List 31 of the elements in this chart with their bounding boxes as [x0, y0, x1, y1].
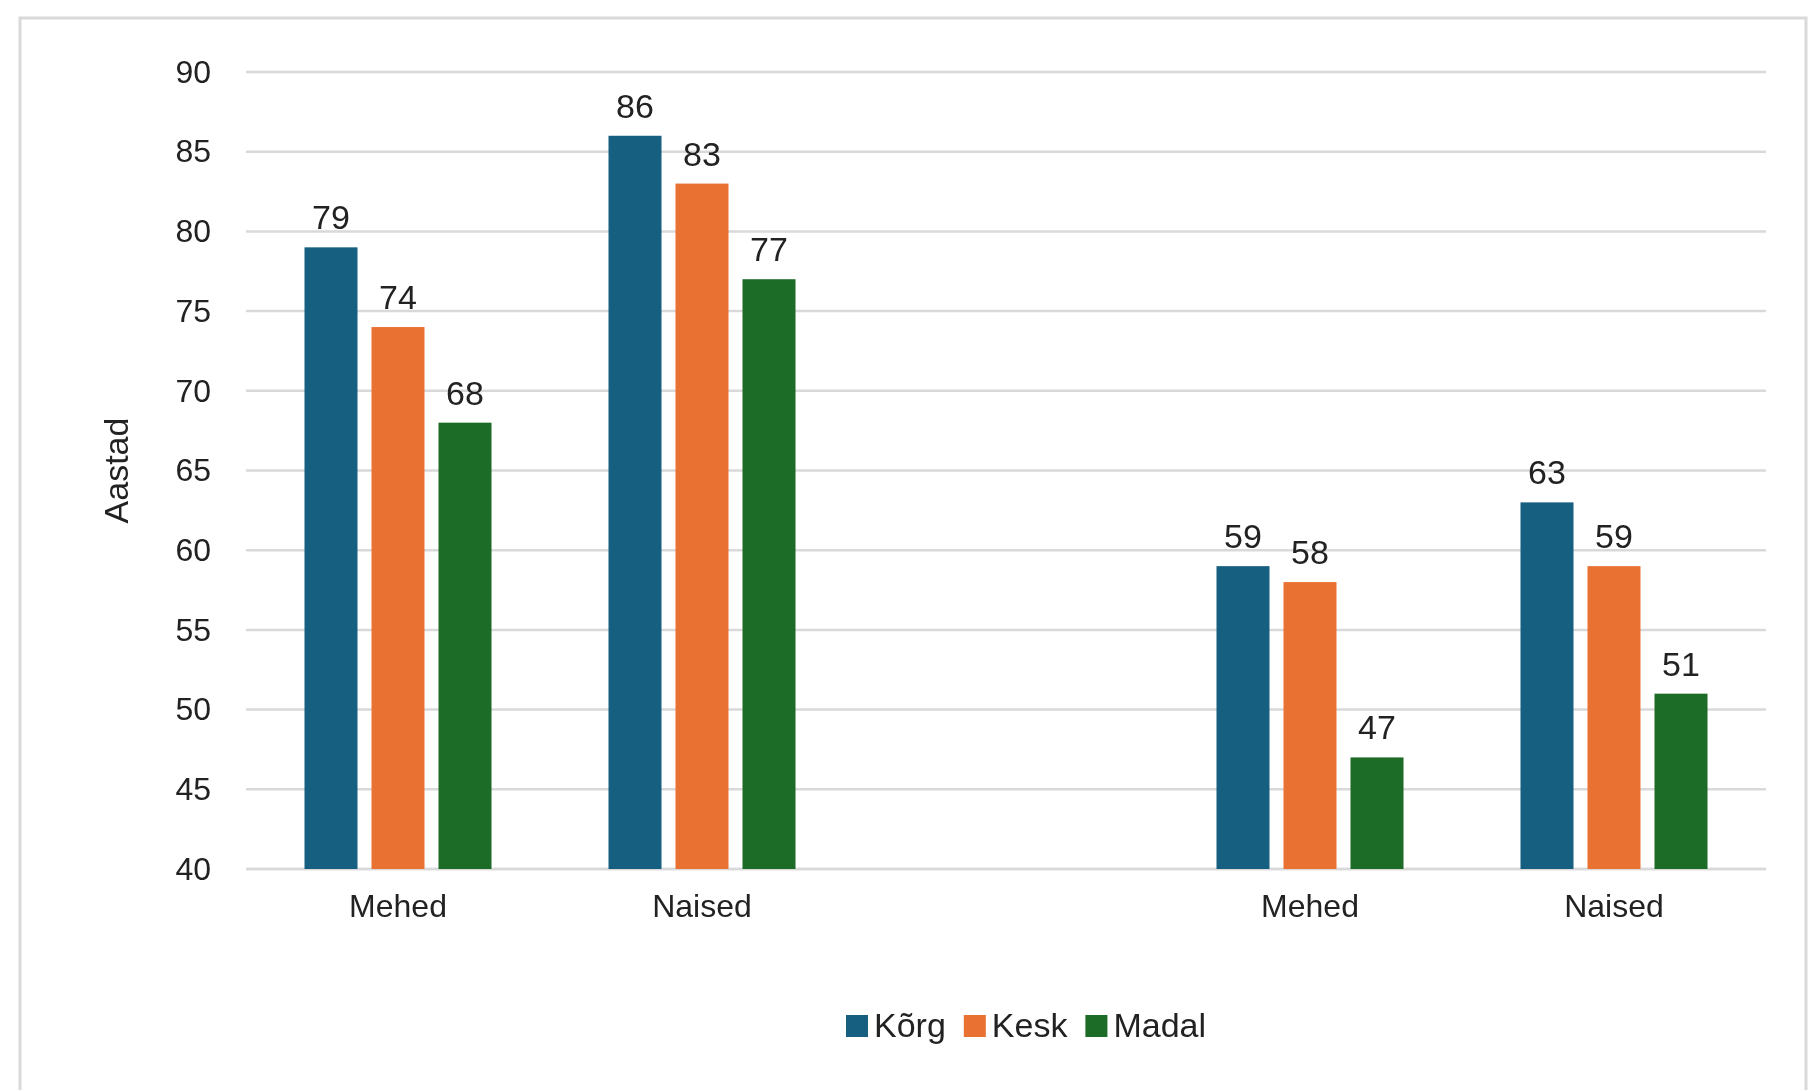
data-label: 58	[1291, 533, 1329, 572]
y-tick-label: 85	[175, 133, 211, 170]
y-tick-label: 75	[175, 292, 211, 329]
legend-label: Kõrg	[873, 1006, 946, 1044]
data-label: 74	[379, 278, 417, 317]
data-label: 63	[1528, 453, 1566, 492]
y-tick-label: 70	[175, 372, 211, 409]
data-label: 59	[1224, 517, 1262, 556]
y-axis-title: Aastad	[97, 417, 135, 524]
x-tick-label: Naised	[652, 888, 752, 924]
x-tick-label: Mehed	[349, 888, 447, 924]
y-tick-label: 65	[175, 452, 211, 489]
data-label: 59	[1595, 517, 1633, 556]
x-tick-label: Naised	[1564, 888, 1664, 924]
data-label: 83	[683, 134, 721, 173]
data-label: 86	[616, 86, 654, 125]
data-label: 68	[446, 373, 484, 412]
legend-label: Kesk	[991, 1006, 1069, 1044]
data-label: 47	[1358, 708, 1396, 747]
y-tick-label: 50	[175, 691, 211, 728]
y-tick-label: 55	[175, 611, 211, 648]
data-label: 51	[1662, 644, 1700, 683]
x-tick-label: Mehed	[1261, 888, 1359, 924]
y-tick-label: 45	[175, 771, 211, 808]
y-tick-label: 80	[175, 213, 211, 250]
y-tick-label: 40	[175, 850, 211, 887]
data-label: 79	[312, 198, 350, 237]
data-label: 77	[750, 230, 788, 269]
y-tick-label: 90	[175, 53, 211, 90]
y-tick-label: 60	[175, 531, 211, 568]
legend-label: Madal	[1113, 1006, 1207, 1044]
